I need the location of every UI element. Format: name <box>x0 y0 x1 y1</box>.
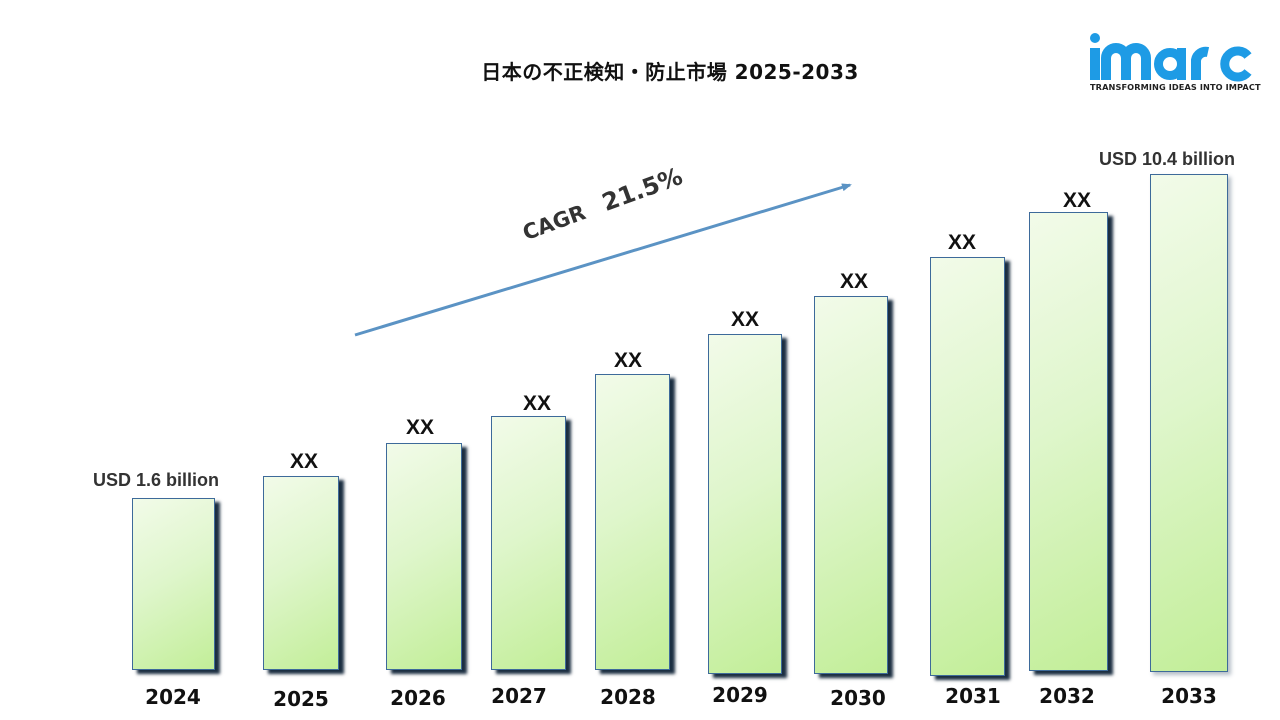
imarc-logo-icon <box>1090 33 1252 82</box>
year-label-2030: 2030 <box>830 686 886 710</box>
year-label-2028: 2028 <box>600 685 656 709</box>
bar-2026 <box>386 443 462 670</box>
value-label-2031: XX <box>947 231 976 254</box>
bar-2030 <box>814 296 888 674</box>
year-label-2033: 2033 <box>1161 684 1217 708</box>
bar-2031 <box>930 257 1005 676</box>
value-label-2024: USD 1.6 billion <box>93 470 220 490</box>
value-label-2027: XX <box>522 392 551 415</box>
value-label-2030: XX <box>839 270 868 293</box>
value-label-2028: XX <box>613 349 642 372</box>
bar-2028 <box>595 374 670 670</box>
year-label-2027: 2027 <box>491 684 547 708</box>
bar-2029 <box>708 334 782 674</box>
bar-2033 <box>1150 174 1228 672</box>
bar-2027 <box>491 416 566 670</box>
year-label-2025: 2025 <box>273 687 329 711</box>
value-label-2025: XX <box>289 450 318 473</box>
value-label-2026: XX <box>405 416 434 439</box>
logo-tagline: TRANSFORMING IDEAS INTO IMPACT <box>1090 82 1261 92</box>
cagr-value: 21.5% <box>598 162 687 217</box>
bar-2025 <box>263 476 339 670</box>
value-label-2032: XX <box>1062 189 1091 212</box>
chart-title: 日本の不正検知・防止市場 2025-2033 <box>481 60 859 84</box>
year-label-2024: 2024 <box>145 685 201 709</box>
value-label-2029: XX <box>730 308 759 331</box>
cagr-label: CAGR21.5% <box>518 162 686 246</box>
imarc-logo: TRANSFORMING IDEAS INTO IMPACT <box>1088 18 1264 96</box>
year-label-2026: 2026 <box>390 686 446 710</box>
year-label-2029: 2029 <box>712 683 768 707</box>
bar-2032 <box>1029 212 1108 671</box>
cagr-word: CAGR <box>519 200 589 246</box>
year-label-2032: 2032 <box>1039 684 1095 708</box>
bar-2024 <box>132 498 215 670</box>
year-label-2031: 2031 <box>945 684 1001 708</box>
value-label-2033: USD 10.4 billion <box>1099 149 1236 169</box>
